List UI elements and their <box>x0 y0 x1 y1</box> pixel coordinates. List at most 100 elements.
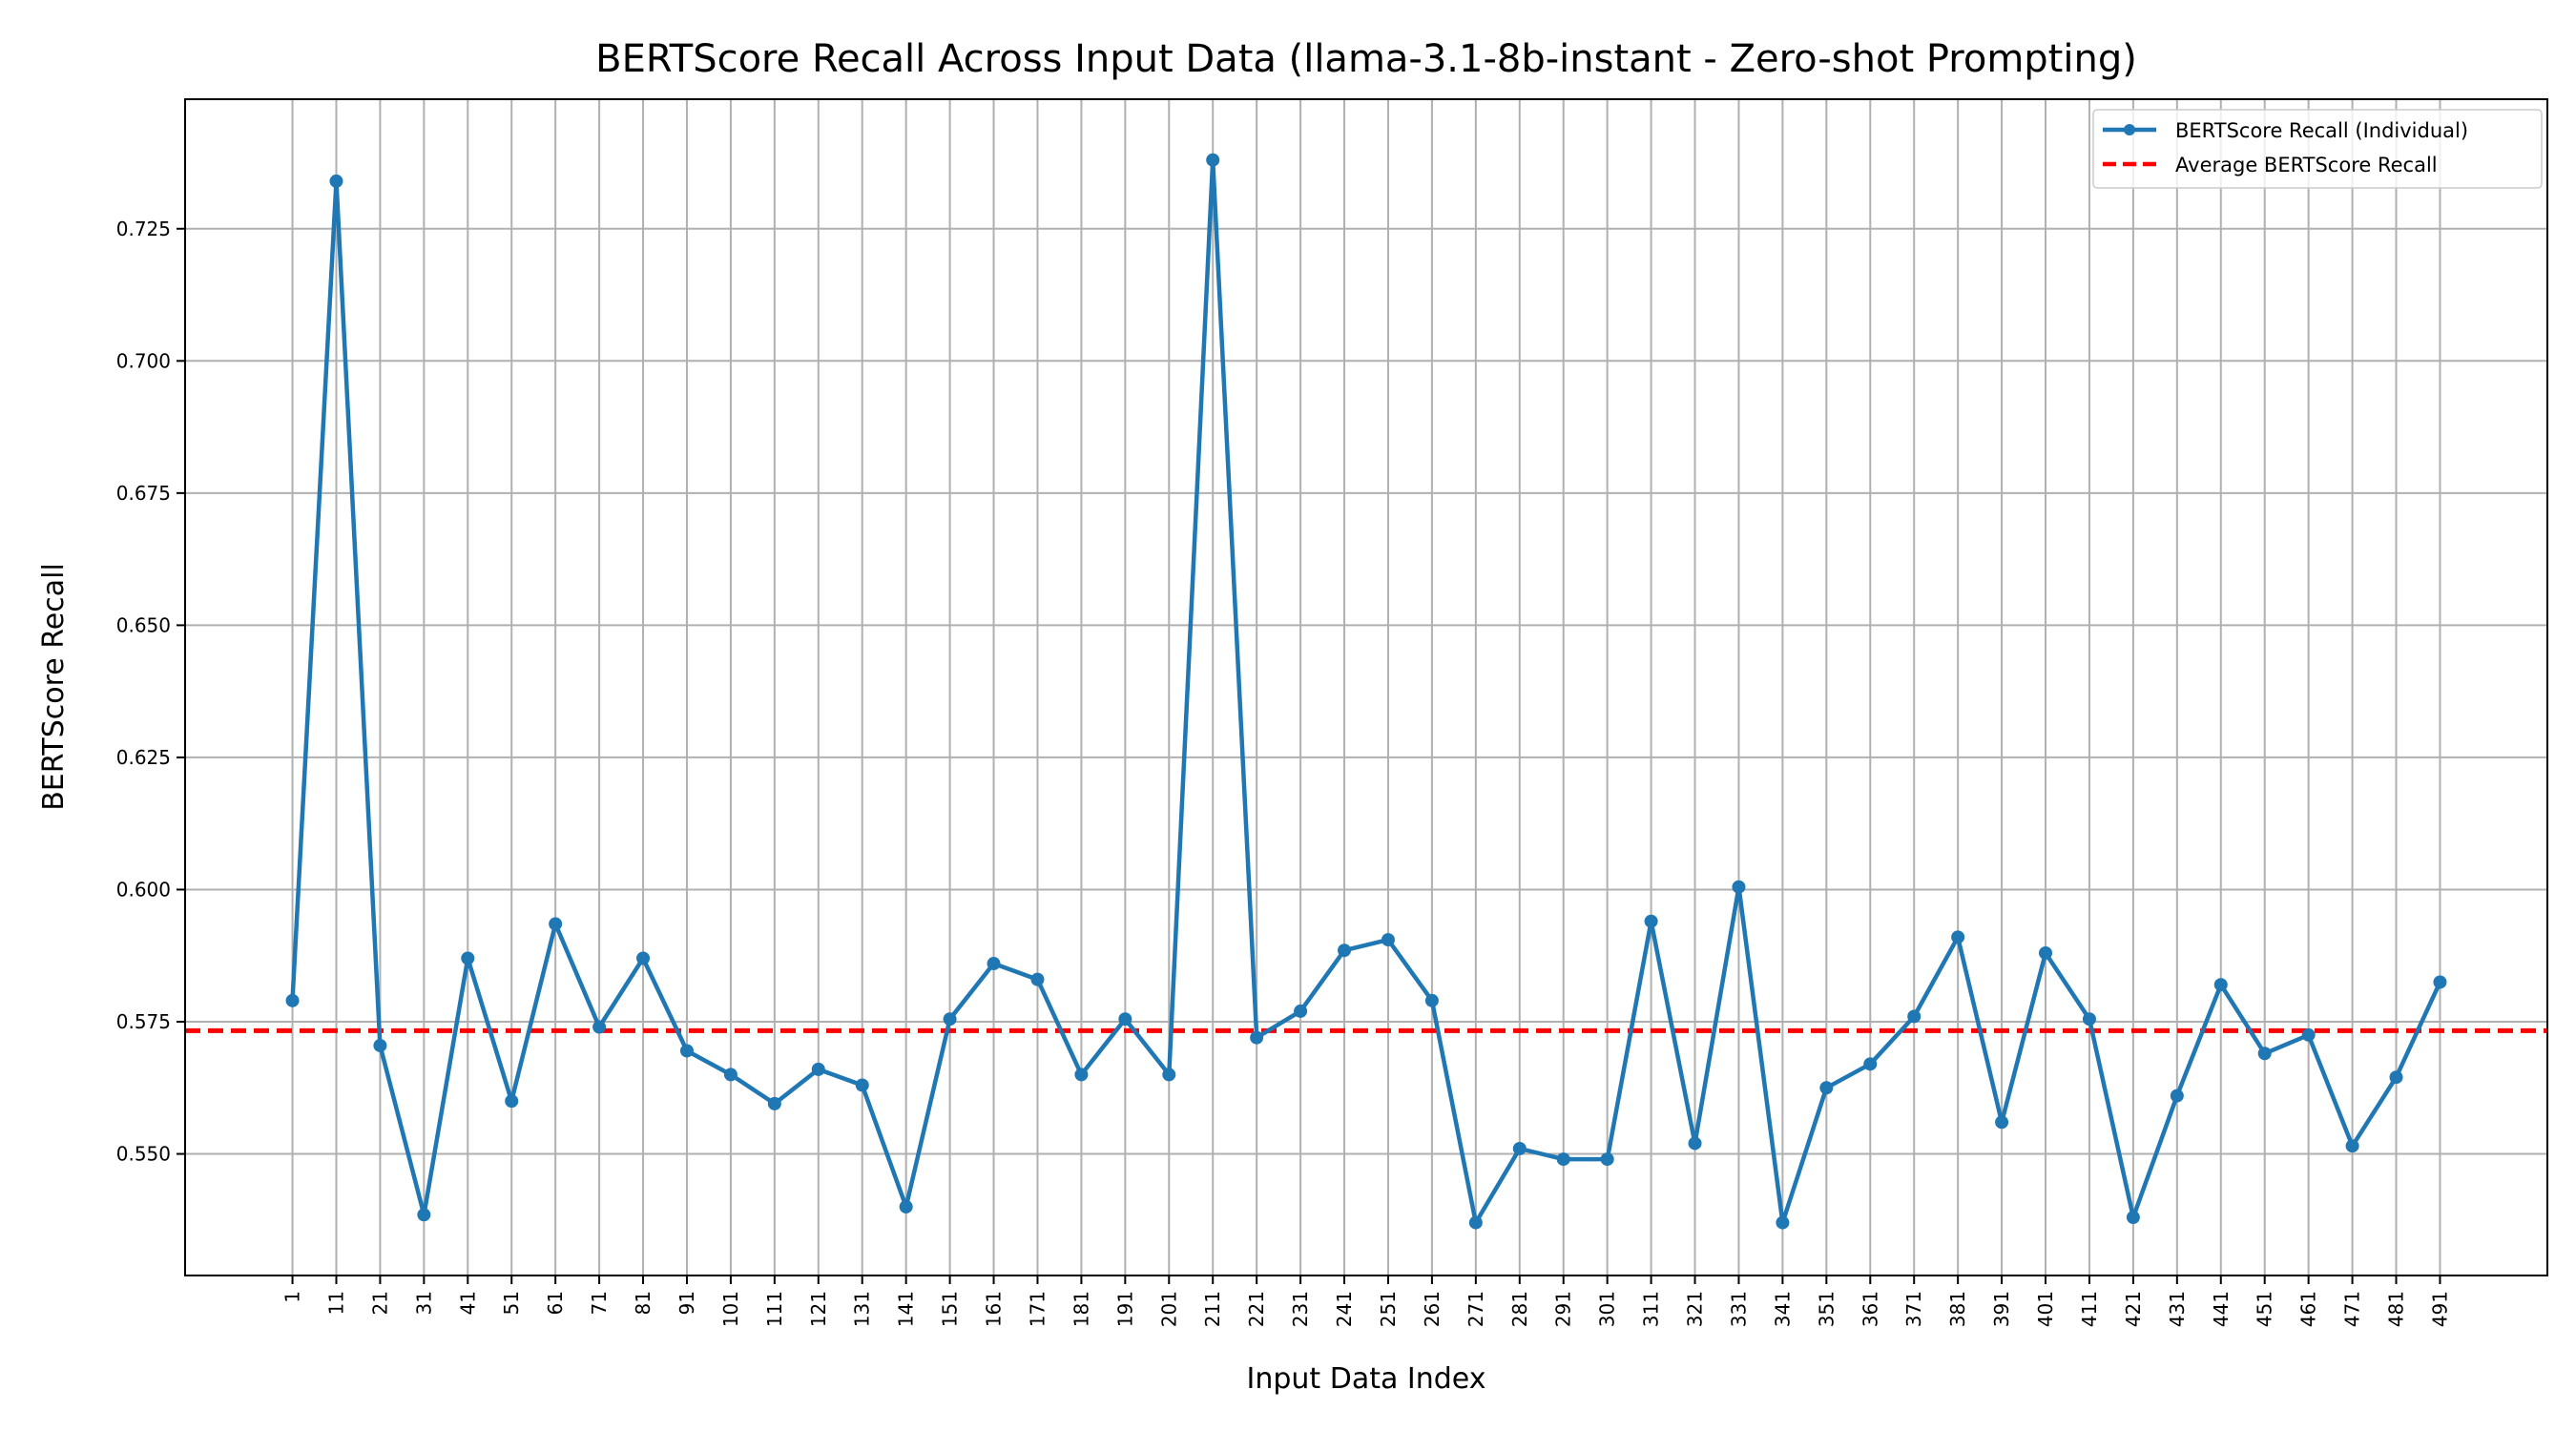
data-point <box>329 174 343 188</box>
x-tick-label: 321 <box>1684 1291 1707 1327</box>
data-point <box>549 917 563 931</box>
x-tick-label: 481 <box>2385 1291 2408 1327</box>
x-tick-label: 81 <box>632 1291 654 1315</box>
legend-label-average: Average BERTScore Recall <box>2175 154 2438 176</box>
data-point <box>1688 1136 1702 1151</box>
x-tick-label: 51 <box>500 1291 523 1315</box>
x-tick-label: 471 <box>2341 1291 2364 1327</box>
data-point <box>2126 1211 2140 1225</box>
legend-marker-individual <box>2124 124 2135 135</box>
data-point <box>2433 975 2447 989</box>
data-point <box>1732 880 1746 894</box>
data-point <box>461 951 475 965</box>
x-tick-label: 61 <box>544 1291 567 1315</box>
data-point <box>1995 1115 2009 1130</box>
data-point <box>592 1020 607 1034</box>
data-point <box>2170 1089 2184 1103</box>
x-tick-label: 161 <box>983 1291 1006 1327</box>
x-axis-title: Input Data Index <box>1247 1362 1486 1396</box>
data-point <box>1600 1152 1614 1167</box>
data-point <box>811 1062 825 1076</box>
x-tick-label: 411 <box>2078 1291 2101 1327</box>
x-tick-label: 131 <box>851 1291 874 1327</box>
x-tick-label: 331 <box>1727 1291 1750 1327</box>
data-point <box>1863 1057 1878 1071</box>
series-layer <box>285 153 2447 1230</box>
x-tick-label: 431 <box>2166 1291 2189 1327</box>
data-point <box>1118 1012 1132 1027</box>
data-point <box>636 951 651 965</box>
x-tick-label: 101 <box>719 1291 742 1327</box>
data-point <box>2389 1070 2403 1085</box>
legend-box <box>2092 109 2543 189</box>
x-tick-label: 171 <box>1026 1291 1049 1327</box>
y-axis-ticks: 0.550 0.575 0.600 0.625 0.650 0.675 0.700 0.725 <box>116 218 185 1166</box>
x-tick-label: 91 <box>675 1291 698 1315</box>
y-tick-label: 0.700 <box>116 349 171 372</box>
x-tick-label: 491 <box>2428 1291 2451 1327</box>
data-point <box>1907 1009 1922 1024</box>
data-point <box>1556 1152 1570 1167</box>
y-tick-label: 0.550 <box>116 1143 171 1166</box>
x-tick-label: 231 <box>1289 1291 1312 1327</box>
data-point <box>1074 1068 1089 1082</box>
x-tick-label: 181 <box>1070 1291 1092 1327</box>
data-point <box>417 1208 431 1222</box>
data-point <box>2301 1027 2316 1042</box>
x-tick-label: 221 <box>1245 1291 1268 1327</box>
plot-frame <box>184 98 2548 1276</box>
y-tick-label: 0.625 <box>116 746 171 769</box>
data-point <box>1250 1030 1264 1045</box>
x-tick-label: 141 <box>895 1291 918 1327</box>
x-tick-label: 461 <box>2297 1291 2320 1327</box>
x-tick-label: 371 <box>1902 1291 1925 1327</box>
legend-label-individual: BERTScore Recall (Individual) <box>2175 119 2468 142</box>
y-tick-label: 0.650 <box>116 613 171 636</box>
data-point <box>987 957 1001 971</box>
x-tick-label: 151 <box>939 1291 962 1327</box>
data-point <box>1338 944 1352 958</box>
x-tick-label: 41 <box>456 1291 479 1315</box>
y-axis-title: BERTScore Recall <box>37 563 71 811</box>
y-tick-label: 0.600 <box>116 878 171 901</box>
data-point <box>1294 1004 1308 1018</box>
x-tick-label: 291 <box>1552 1291 1575 1327</box>
legend: BERTScore Recall (Individual) Average BE… <box>2092 109 2543 189</box>
data-point <box>1206 153 1220 167</box>
x-tick-label: 111 <box>763 1291 786 1327</box>
data-point <box>943 1012 957 1027</box>
x-tick-label: 21 <box>368 1291 391 1315</box>
y-tick-label: 0.675 <box>116 482 171 505</box>
x-tick-label: 251 <box>1377 1291 1400 1327</box>
x-tick-label: 71 <box>588 1291 611 1315</box>
data-point <box>2082 1012 2096 1027</box>
x-tick-label: 201 <box>1157 1291 1180 1327</box>
data-point <box>1424 993 1439 1007</box>
x-tick-label: 241 <box>1333 1291 1356 1327</box>
x-tick-label: 261 <box>1421 1291 1444 1327</box>
data-point <box>2039 945 2053 960</box>
data-point <box>1951 930 1965 944</box>
data-point <box>1644 914 1658 928</box>
data-point <box>1819 1081 1834 1095</box>
data-point <box>285 993 300 1007</box>
data-point <box>1776 1215 1790 1230</box>
data-point <box>679 1044 694 1058</box>
data-point <box>899 1199 913 1213</box>
data-point <box>1162 1068 1176 1082</box>
data-point <box>1030 972 1045 986</box>
x-tick-label: 381 <box>1946 1291 1969 1327</box>
x-tick-label: 311 <box>1640 1291 1663 1327</box>
data-point <box>855 1078 869 1092</box>
series-line-individual <box>290 157 2442 1225</box>
data-point <box>2345 1139 2359 1153</box>
x-tick-label: 361 <box>1859 1291 1881 1327</box>
data-point <box>767 1096 781 1110</box>
chart-title: BERTScore Recall Across Input Data (llam… <box>595 37 2137 81</box>
x-tick-label: 121 <box>807 1291 830 1327</box>
x-tick-label: 391 <box>1990 1291 2013 1327</box>
data-point <box>1512 1142 1527 1156</box>
x-axis-ticks: 1 11 21 31 41 51 61 71 81 91 101 111 121 131 141 151 161… <box>281 1275 2451 1327</box>
